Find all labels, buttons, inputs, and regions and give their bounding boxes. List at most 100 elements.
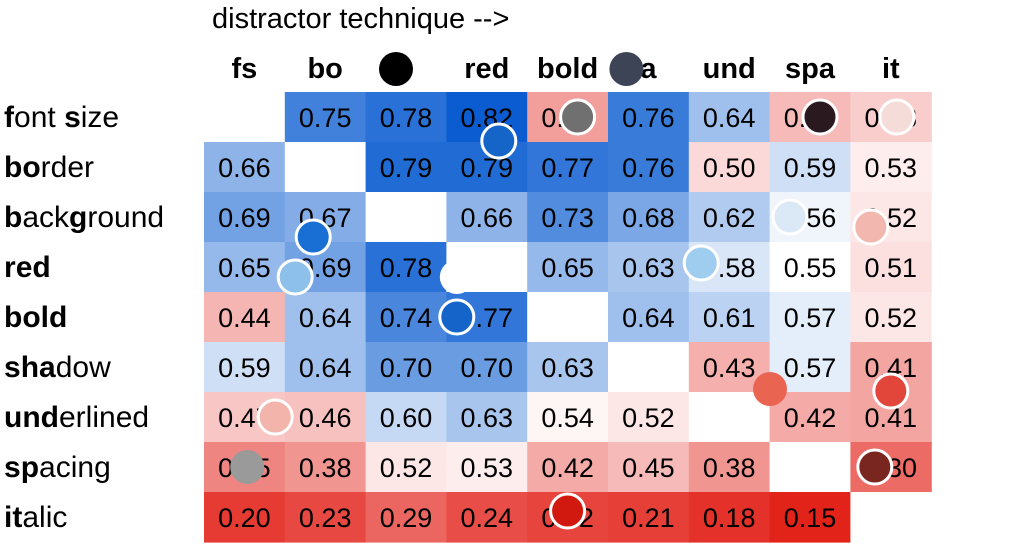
heatmap-cell <box>769 492 851 543</box>
heatmap-cell <box>688 492 771 543</box>
heatmap-cell <box>204 142 286 193</box>
cell-value-label: 0.70 <box>380 353 433 383</box>
cell-value-label: 0.59 <box>218 353 271 383</box>
heatmap-cell <box>769 292 851 343</box>
heatmap-cell <box>608 292 690 343</box>
overlay-marker <box>878 98 916 136</box>
cell-value-label: 0.65 <box>218 253 271 283</box>
cell-value-label: 0.63 <box>461 403 514 433</box>
column-label: und <box>703 53 756 85</box>
heatmap-cell <box>608 342 690 393</box>
cell-value-label: 0.64 <box>299 353 352 383</box>
cell-value-label: 0.45 <box>622 453 675 483</box>
heatmap-cell <box>527 142 609 193</box>
row-labels: font size border background red bold shadow un… <box>4 101 164 534</box>
heatmap-cell <box>608 392 690 443</box>
cell-value-label: 0.62 <box>703 203 756 233</box>
cell-value-label: 0.52 <box>380 453 433 483</box>
cell-value-label: 0.57 <box>784 353 837 383</box>
heatmap-cell <box>850 492 932 543</box>
cell-value-label: 0.46 <box>299 403 352 433</box>
cell-value-label: 0.43 <box>703 353 756 383</box>
heatmap-cell <box>365 142 447 193</box>
heatmap-cell <box>527 242 609 293</box>
cell-value-label: 0.66 <box>218 153 271 183</box>
heatmap-cell <box>446 392 528 443</box>
cell-value-label: 0.64 <box>299 303 352 333</box>
heatmap-cells: 0.750.780.820.400.760.640.450.480.660.79… <box>204 92 932 543</box>
heatmap-cell <box>446 442 528 493</box>
cell-value-label: 0.53 <box>461 453 514 483</box>
heatmap-cell <box>608 142 690 193</box>
row-label: background <box>4 201 164 234</box>
heatmap-cell <box>446 342 528 393</box>
row-label: spacing <box>4 451 111 484</box>
overlay-marker <box>549 492 587 530</box>
heatmap-cell <box>527 292 609 343</box>
heatmap-cell <box>365 192 447 243</box>
heatmap-cell <box>284 292 367 343</box>
heatmap-cell <box>527 342 609 393</box>
cell-value-label: 0.52 <box>865 303 918 333</box>
overlay-marker <box>256 398 294 436</box>
chart-title: distractor technique --> <box>212 3 509 35</box>
overlay-marker <box>801 98 839 136</box>
cell-value-label: 0.42 <box>541 453 594 483</box>
heatmap-cell <box>365 492 447 543</box>
heatmap-cell <box>769 442 851 493</box>
cell-value-label: 0.78 <box>380 253 433 283</box>
cell-value-label: 0.57 <box>784 303 837 333</box>
cell-value-label: 0.76 <box>622 103 675 133</box>
heatmap-cell <box>688 292 771 343</box>
cell-value-label: 0.59 <box>784 153 837 183</box>
column-label: bold <box>537 53 598 85</box>
cell-value-label: 0.68 <box>622 203 675 233</box>
column-label: fs <box>232 53 258 85</box>
heatmap-cell <box>284 392 367 443</box>
overlay-marker <box>439 260 474 294</box>
heatmap-cell <box>284 142 367 193</box>
column-label: bo <box>307 53 342 85</box>
cell-value-label: 0.73 <box>541 203 594 233</box>
heatmap-cell <box>608 242 690 293</box>
cell-value-label: 0.64 <box>622 303 675 333</box>
overlay-marker <box>438 298 476 336</box>
row-label: red <box>4 251 51 284</box>
overlay-marker <box>379 52 413 86</box>
heatmap-cell <box>688 192 771 243</box>
cell-value-label: 0.74 <box>380 303 433 333</box>
heatmap-cell <box>850 292 932 343</box>
cell-value-label: 0.44 <box>218 303 271 333</box>
heatmap-cell <box>688 142 771 193</box>
row-label: bold <box>4 301 67 334</box>
heatmap-cell <box>204 342 286 393</box>
overlay-markers <box>230 52 916 530</box>
cell-value-label: 0.18 <box>703 503 756 533</box>
overlay-marker <box>559 98 597 136</box>
heatmap-cell <box>365 342 447 393</box>
heatmap-cell <box>769 142 851 193</box>
heatmap-cell <box>204 292 286 343</box>
heatmap-cell <box>446 492 528 543</box>
heatmap-cell <box>365 442 447 493</box>
cell-value-label: 0.79 <box>380 153 433 183</box>
column-labels: fs bo red bold a und spa it <box>232 53 900 85</box>
row-label: border <box>4 151 94 184</box>
overlay-marker <box>276 258 314 296</box>
column-label: it <box>882 53 900 85</box>
cell-value-label: 0.78 <box>380 103 433 133</box>
cell-value-label: 0.65 <box>541 253 594 283</box>
heatmap-cell <box>365 292 447 343</box>
overlay-marker <box>852 208 890 246</box>
column-label: a <box>640 53 657 85</box>
overlay-marker <box>753 372 787 406</box>
cell-value-label: 0.61 <box>703 303 756 333</box>
overlay-marker <box>856 448 894 486</box>
heatmap-cell <box>608 442 690 493</box>
cell-value-label: 0.77 <box>541 153 594 183</box>
heatmap-cell <box>204 92 286 143</box>
cell-value-label: 0.75 <box>299 103 352 133</box>
cell-value-label: 0.70 <box>461 353 514 383</box>
cell-value-label: 0.63 <box>622 253 675 283</box>
heatmap-cell <box>850 242 932 293</box>
